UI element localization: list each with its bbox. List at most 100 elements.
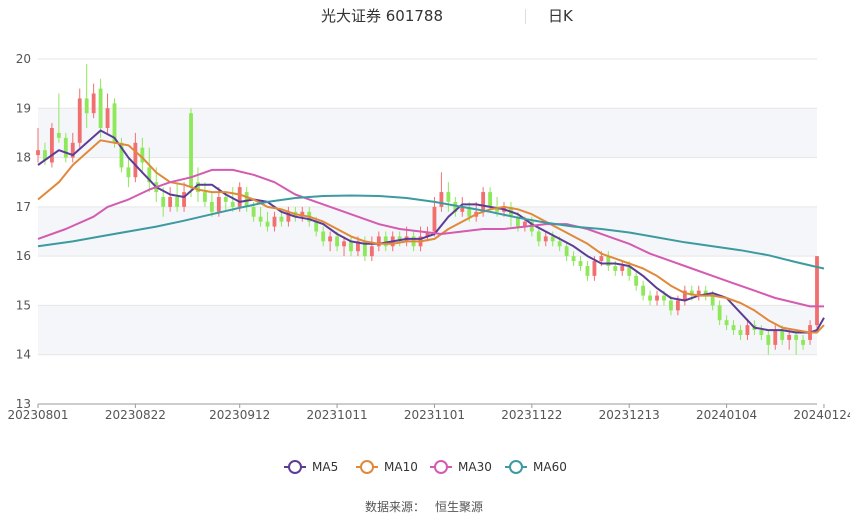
candle-body bbox=[56, 132, 61, 138]
y-tick-label: 15 bbox=[16, 298, 31, 312]
candle bbox=[126, 157, 131, 188]
candle-body bbox=[675, 300, 680, 311]
candle-body bbox=[286, 211, 291, 222]
candle-body bbox=[481, 192, 486, 212]
candle-body bbox=[251, 206, 256, 217]
candle-body bbox=[703, 290, 708, 296]
candle bbox=[432, 197, 437, 237]
legend-item-ma30[interactable]: MA30 bbox=[430, 460, 492, 474]
candle bbox=[655, 290, 659, 306]
candle bbox=[564, 241, 569, 262]
candle-body bbox=[794, 335, 799, 340]
candle bbox=[550, 231, 555, 247]
candle-body bbox=[522, 221, 527, 227]
candle bbox=[105, 93, 110, 133]
candle-body bbox=[140, 147, 145, 163]
candle bbox=[759, 325, 764, 340]
candle bbox=[300, 206, 305, 222]
candle bbox=[543, 231, 548, 247]
candle-body bbox=[627, 266, 632, 276]
candle-body bbox=[453, 201, 458, 212]
candle-body bbox=[662, 295, 666, 301]
candle-body bbox=[516, 216, 520, 227]
candle-body bbox=[696, 290, 701, 296]
candle-body bbox=[710, 295, 715, 306]
candle bbox=[397, 231, 402, 247]
x-tick-label: 20240124 bbox=[793, 408, 850, 422]
candle-body bbox=[244, 192, 249, 207]
candle-body bbox=[578, 261, 583, 266]
legend-item-ma10[interactable]: MA10 bbox=[356, 460, 418, 474]
candle bbox=[745, 320, 750, 340]
x-tick-label: 20231011 bbox=[307, 408, 368, 422]
candle bbox=[578, 256, 583, 271]
candle-body bbox=[230, 201, 235, 207]
legend-item-ma5[interactable]: MA5 bbox=[284, 460, 338, 474]
candle-body bbox=[766, 335, 771, 345]
y-tick-label: 18 bbox=[16, 151, 31, 165]
chart-legend[interactable]: MA5 MA10 MA30 MA60 bbox=[284, 460, 567, 474]
candle-body bbox=[147, 167, 152, 183]
candle-body bbox=[613, 266, 618, 271]
candle-body bbox=[168, 197, 173, 207]
candle-body bbox=[209, 201, 214, 212]
chart-period: 日K bbox=[548, 7, 574, 25]
candle bbox=[369, 236, 374, 262]
candle-body bbox=[592, 261, 597, 276]
candle-body bbox=[182, 192, 186, 207]
source-label: 数据来源： bbox=[365, 499, 425, 514]
candle-body bbox=[620, 266, 625, 271]
candle-body bbox=[342, 241, 346, 247]
candle-body bbox=[634, 275, 639, 286]
chart-title: 光大证券 601788 bbox=[321, 7, 443, 25]
candle bbox=[703, 285, 708, 301]
candle bbox=[321, 226, 326, 247]
y-tick-label: 17 bbox=[16, 200, 31, 214]
candle-body bbox=[49, 128, 54, 163]
candle bbox=[446, 182, 451, 212]
candle-body bbox=[564, 246, 569, 257]
candle-body bbox=[488, 192, 493, 207]
candle-body bbox=[599, 256, 604, 262]
candle-body bbox=[648, 295, 652, 301]
candle-body bbox=[815, 256, 819, 326]
candle-body bbox=[432, 206, 437, 232]
chart-header: 光大证券 601788 日K bbox=[321, 7, 574, 25]
candle-body bbox=[397, 236, 402, 242]
candle-body bbox=[216, 197, 221, 212]
candle bbox=[244, 187, 249, 212]
candle-body bbox=[335, 236, 339, 247]
candle bbox=[425, 226, 430, 242]
candle-body bbox=[682, 290, 687, 301]
line-ma60 bbox=[37, 194, 825, 270]
candle-body bbox=[189, 113, 193, 188]
candle-body bbox=[383, 236, 388, 247]
candle-body bbox=[738, 330, 743, 335]
candle bbox=[286, 206, 291, 227]
title-divider bbox=[525, 9, 526, 24]
candle bbox=[342, 236, 346, 257]
legend-marker bbox=[360, 460, 374, 474]
candle bbox=[641, 280, 646, 301]
candle-body bbox=[446, 192, 451, 202]
candle bbox=[133, 132, 138, 183]
candle-body bbox=[745, 325, 750, 335]
candle bbox=[189, 108, 193, 197]
candle bbox=[70, 132, 75, 163]
candle-body bbox=[655, 295, 659, 301]
x-tick-label: 20231213 bbox=[599, 408, 660, 422]
legend-item-ma60[interactable]: MA60 bbox=[505, 460, 567, 474]
candle-body bbox=[439, 192, 444, 207]
candle bbox=[63, 132, 68, 163]
candle-body bbox=[98, 88, 103, 128]
candle-body bbox=[237, 187, 242, 207]
candle-body bbox=[369, 246, 374, 257]
candle bbox=[175, 182, 180, 212]
candle-body bbox=[689, 290, 694, 296]
candle bbox=[787, 330, 792, 350]
candle-body bbox=[112, 103, 117, 143]
candle bbox=[766, 330, 771, 355]
candle-body bbox=[467, 206, 472, 217]
candle bbox=[328, 231, 333, 252]
legend-marker bbox=[509, 460, 523, 474]
